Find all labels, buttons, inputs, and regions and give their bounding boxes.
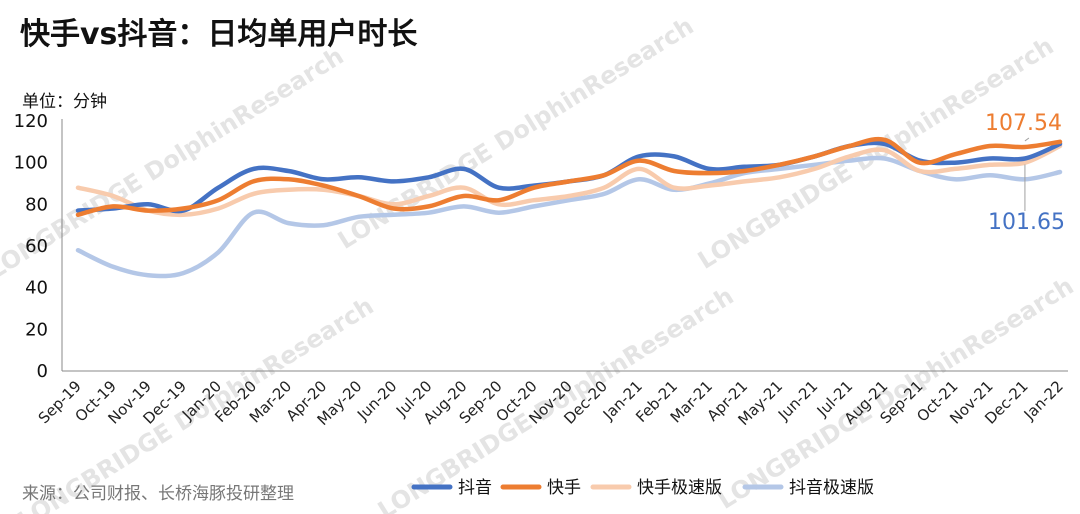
data-labels: 107.54 101.65 <box>985 111 1065 235</box>
unit-label: 单位：分钟 <box>22 92 107 112</box>
source-note: 来源：公司财报、长桥海豚投研整理 <box>22 484 294 504</box>
y-tick-label: 120 <box>14 111 48 132</box>
data-label: 107.54 <box>985 111 1062 136</box>
series-line-快手极速版 <box>75 143 1063 218</box>
y-tick-label: 60 <box>25 236 48 257</box>
series-line-快手 <box>75 136 1063 218</box>
y-tick-label: 0 <box>37 361 48 382</box>
legend-item: 快手 <box>500 478 581 498</box>
legend-label: 快手极速版 <box>637 478 722 498</box>
x-tick-label: Jun-20 <box>353 377 400 424</box>
y-tick-label: 80 <box>25 194 48 215</box>
series-lines <box>75 136 1063 279</box>
legend-item: 快手极速版 <box>590 478 722 498</box>
y-tick-label: 40 <box>25 278 48 299</box>
x-tick-label: Jun-21 <box>774 377 821 424</box>
chart-title: 快手vs抖音：日均单用户时长 <box>20 17 417 52</box>
watermark-text: LONGBRIDGE DolphinResearch <box>0 42 349 285</box>
legend-label: 抖音极速版 <box>789 478 874 498</box>
x-tick-label: Jan-22 <box>1020 377 1067 424</box>
y-tick-label: 20 <box>25 319 48 340</box>
legend-item: 抖音 <box>411 478 492 498</box>
y-axis: 0 20 40 60 80 100 120 <box>14 111 63 382</box>
legend-label: 快手 <box>547 478 581 498</box>
data-label-leader <box>1024 137 1030 142</box>
data-label: 101.65 <box>988 210 1065 235</box>
series-line-抖音极速版 <box>75 155 1063 279</box>
y-tick-label: 100 <box>14 153 48 174</box>
watermark-text: LONGBRIDGE DolphinResearch <box>693 32 1059 275</box>
legend: 抖音 快手 快手极速版 抖音极速版 <box>411 478 874 498</box>
legend-label: 抖音 <box>458 478 492 498</box>
watermark-layer: LONGBRIDGE DolphinResearch LONGBRIDGE Dol… <box>0 12 1079 514</box>
legend-item: 抖音极速版 <box>742 478 874 498</box>
